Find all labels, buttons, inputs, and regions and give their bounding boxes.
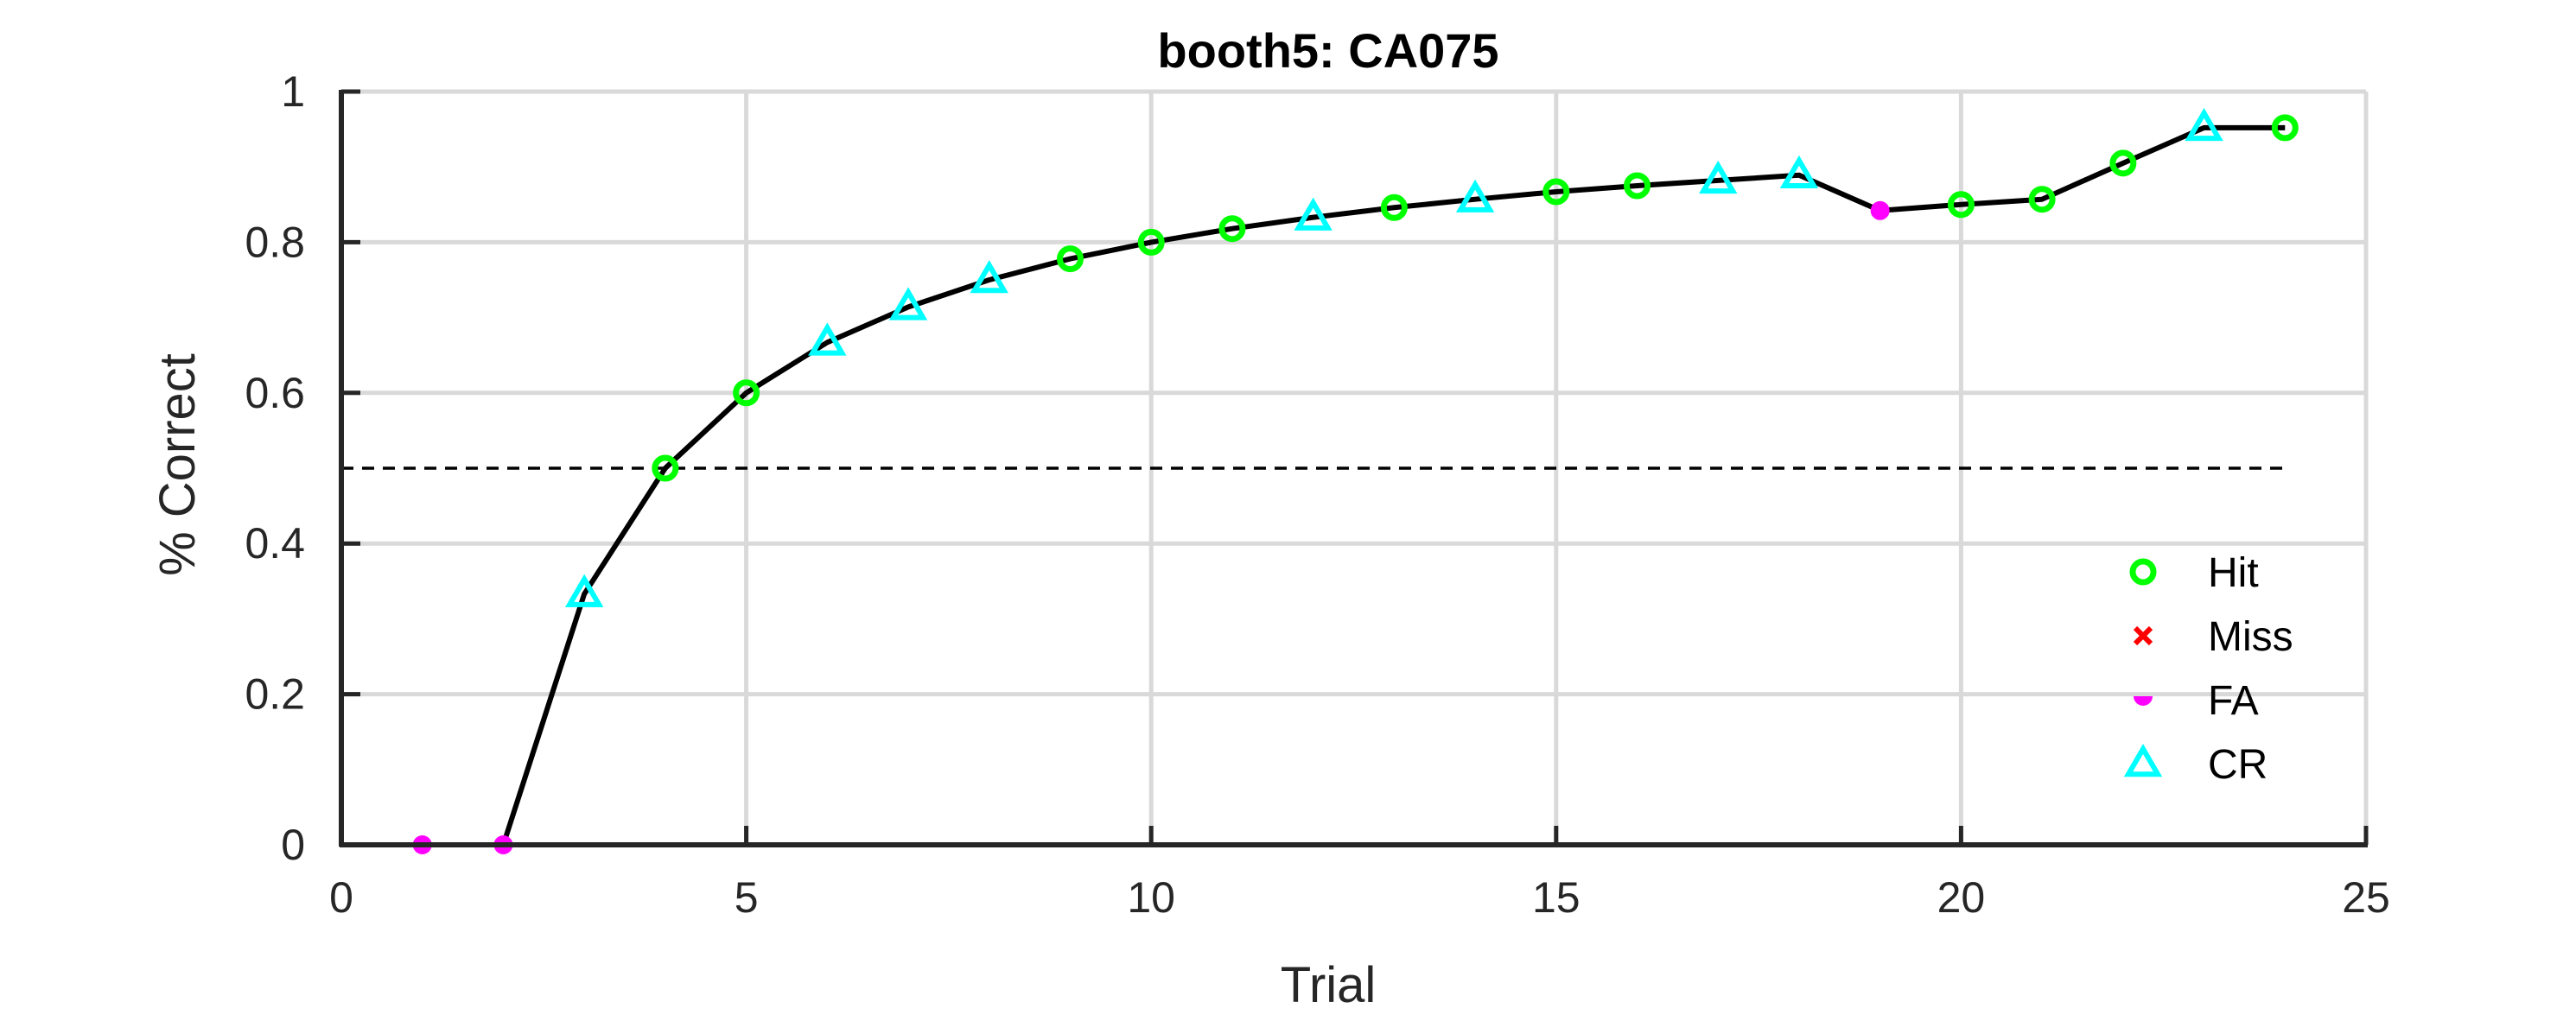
legend-label: Hit <box>2208 550 2259 596</box>
legend-entry-miss: Miss <box>2133 614 2293 660</box>
performance-line <box>422 124 2286 847</box>
x-tick-label: 25 <box>2342 873 2390 922</box>
legend-entry-cr: CR <box>2123 742 2268 788</box>
legend-label: CR <box>2208 742 2268 788</box>
marker-cr <box>970 260 1008 294</box>
tick-labels: 0 5 10 15 20 25 0 0.2 0.4 0.6 0.8 1 <box>245 67 2389 922</box>
y-tick-label: 0.2 <box>245 670 305 719</box>
marker-cr <box>1779 155 1819 189</box>
y-tick-label: 0.4 <box>245 519 305 568</box>
x-tick-label: 5 <box>735 873 759 922</box>
legend-marker <box>2129 558 2157 586</box>
marker-cr <box>1699 160 1738 194</box>
marker-hit <box>1380 193 1408 221</box>
marker-hit <box>2271 114 2299 142</box>
marker-cr <box>2185 107 2223 142</box>
y-tick-label: 1 <box>281 67 305 116</box>
x-tick-label: 20 <box>1937 873 1986 922</box>
x-tick-label: 10 <box>1127 873 1175 922</box>
legend-marker <box>2133 625 2153 646</box>
marker-hit <box>2109 149 2137 177</box>
y-axis-label: % Correct <box>149 353 206 576</box>
marker-cr <box>888 287 928 320</box>
legend-marker <box>2134 696 2153 706</box>
y-tick-label: 0.6 <box>245 369 305 417</box>
y-tick-label: 0.8 <box>245 218 305 266</box>
marker-hit <box>733 379 760 407</box>
legend-entry-hit: Hit <box>2129 550 2259 596</box>
legend-marker <box>2123 744 2163 777</box>
marker-fa <box>1870 200 1890 220</box>
legend-label: Miss <box>2208 614 2293 660</box>
chart-title: booth5: CA075 <box>1157 23 1498 78</box>
marker-hit <box>1542 178 1570 206</box>
marker-hit <box>1137 228 1165 256</box>
legend: Hit Miss FA CR <box>2123 550 2293 788</box>
marker-cr <box>1455 179 1495 213</box>
marker-cr <box>808 322 847 356</box>
marker-hit <box>2028 186 2056 213</box>
series-line-group <box>422 124 2286 847</box>
marker-cr <box>564 574 604 607</box>
legend-label: FA <box>2208 678 2259 724</box>
x-tick-label: 15 <box>1532 873 1581 922</box>
marker-hit <box>1947 191 1975 219</box>
axes <box>339 89 2369 847</box>
marker-hit <box>652 454 679 482</box>
x-axis-label: Trial <box>1281 957 1377 1013</box>
marker-cr <box>1294 197 1333 231</box>
x-stroke <box>2133 625 2153 646</box>
legend-entry-fa: FA <box>2134 678 2259 724</box>
x-tick-label: 0 <box>329 873 353 922</box>
marker-hit <box>1056 245 1084 273</box>
marker-hit <box>1218 215 1246 243</box>
y-tick-label: 0 <box>281 821 305 869</box>
marker-hit <box>1624 172 1651 200</box>
